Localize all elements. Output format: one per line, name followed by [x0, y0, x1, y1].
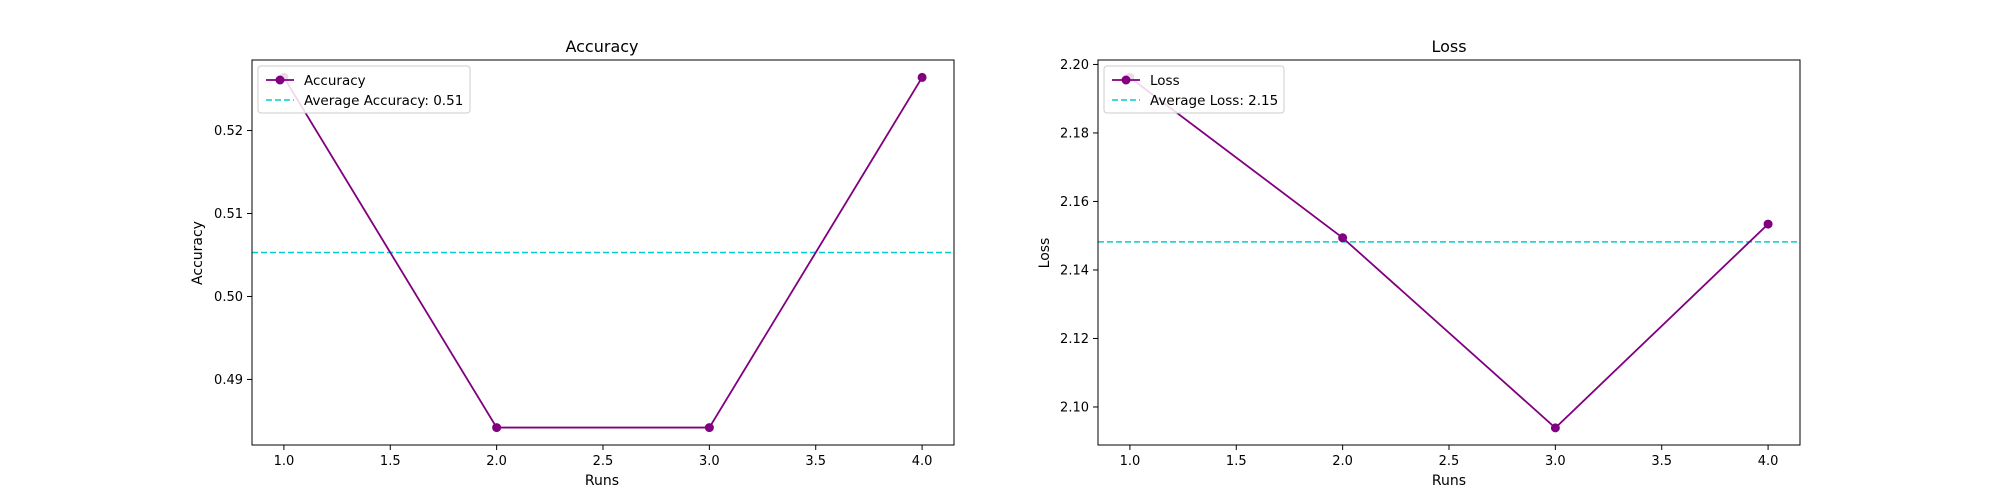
x-tick-label: 2.0: [486, 454, 507, 469]
chart-title: Loss: [1431, 37, 1466, 56]
y-tick-label: 0.49: [214, 373, 243, 388]
data-point: [1550, 423, 1560, 433]
legend-series-marker: [275, 75, 285, 85]
legend: Loss Average Loss: 2.15: [1103, 65, 1285, 114]
y-tick-label: 2.16: [1060, 195, 1089, 210]
y-tick-label: 2.18: [1060, 126, 1089, 141]
legend-series-label: Accuracy: [304, 73, 366, 89]
legend: Accuracy Average Accuracy: 0.51: [257, 65, 471, 114]
x-tick-label: 3.5: [1651, 454, 1672, 469]
x-tick-label: 1.0: [274, 454, 295, 469]
series-line: [1129, 76, 1769, 430]
x-tick-label: 1.5: [380, 454, 401, 469]
legend-average-label: Average Loss: 2.15: [1150, 93, 1278, 109]
axes-frame: [251, 59, 955, 446]
y-tick-label: 0.52: [214, 124, 243, 139]
accuracy-chart-panel: Accuracy Runs Accuracy 1.0 1.5 2.0 2.5 3.0 3.…: [190, 37, 955, 489]
data-point: [704, 423, 714, 433]
x-tick-label: 2.5: [593, 454, 614, 469]
chart-title: Accuracy: [565, 37, 638, 56]
x-tick-label: 3.0: [699, 454, 720, 469]
y-tick-label: 2.10: [1060, 400, 1089, 415]
x-tick-label: 4.0: [912, 454, 933, 469]
y-tick-label: 0.51: [214, 207, 243, 222]
plot-area: 1.0 1.5 2.0 2.5 3.0 3.5 4.0 0.49 0.50 0.51 0.52 Acc…: [214, 59, 955, 469]
x-axis-label: Runs: [585, 473, 619, 489]
y-tick-label: 2.12: [1060, 332, 1089, 347]
x-tick-label: 2.5: [1439, 454, 1460, 469]
plot-area: 1.0 1.5 2.0 2.5 3.0 3.5 4.0 2.10 2.12 2.14 2.16 2.1…: [1060, 58, 1801, 469]
y-axis-label: Loss: [1037, 238, 1053, 269]
data-point: [1338, 233, 1348, 243]
x-tick-label: 1.0: [1120, 454, 1141, 469]
data-point: [1763, 219, 1773, 229]
legend-box: [257, 65, 471, 114]
legend-series-label: Loss: [1150, 73, 1180, 89]
y-axis-label: Accuracy: [190, 221, 206, 285]
x-tick-label: 3.0: [1545, 454, 1566, 469]
y-tick-label: 0.50: [214, 290, 243, 305]
data-point: [917, 72, 927, 82]
legend-series-marker: [1121, 75, 1131, 85]
x-tick-label: 3.5: [805, 454, 826, 469]
legend-average-label: Average Accuracy: 0.51: [304, 93, 463, 109]
axes-frame: [1097, 59, 1801, 446]
data-point: [492, 423, 502, 433]
y-tick-label: 2.20: [1060, 58, 1089, 73]
x-tick-label: 1.5: [1226, 454, 1247, 469]
x-tick-label: 4.0: [1758, 454, 1779, 469]
x-tick-label: 2.0: [1332, 454, 1353, 469]
x-axis-label: Runs: [1432, 473, 1466, 489]
loss-chart-panel: Loss Runs Loss 1.0 1.5 2.0 2.5 3.0 3.5 4.0 2.10…: [1037, 37, 1801, 489]
series-line: [283, 76, 923, 429]
legend-box: [1103, 65, 1285, 114]
y-tick-label: 2.14: [1060, 263, 1089, 278]
